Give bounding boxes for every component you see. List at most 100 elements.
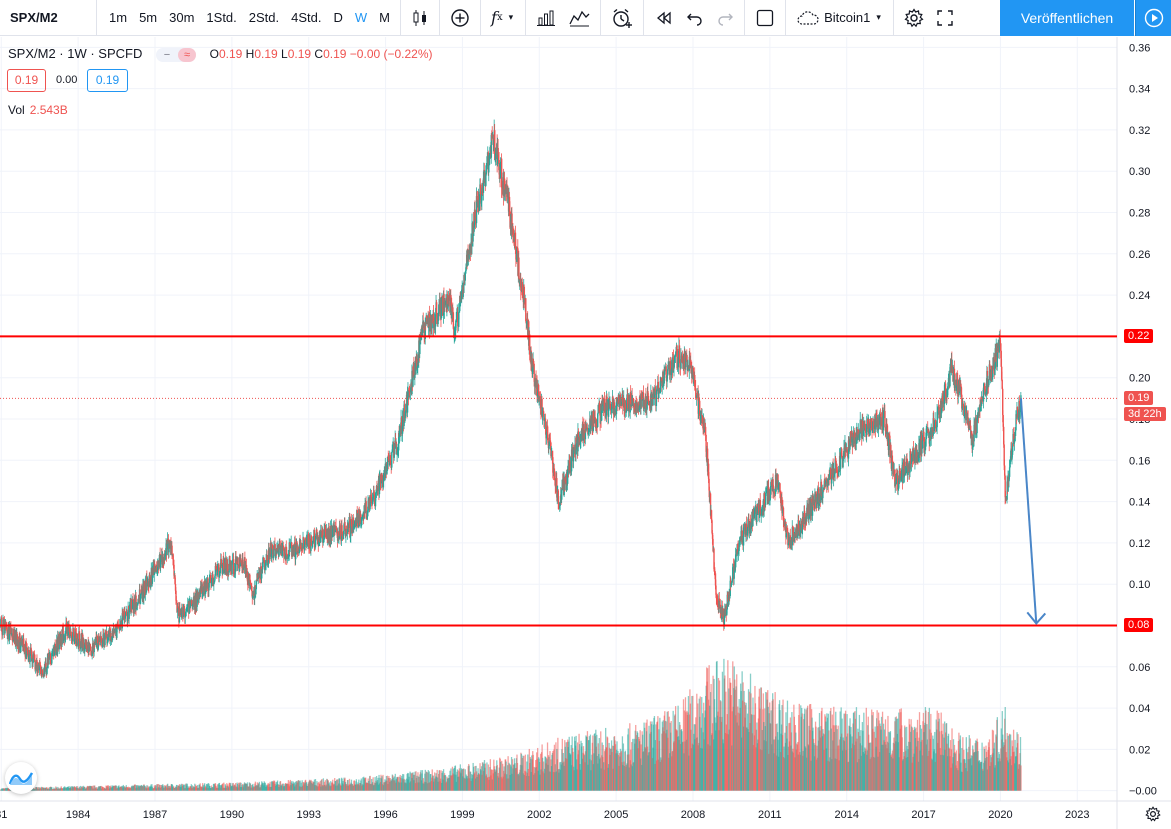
candle-body <box>133 604 135 614</box>
fullscreen-expand-icon[interactable] <box>930 0 960 36</box>
candle-body <box>38 663 41 671</box>
play-icon[interactable] <box>1135 0 1171 36</box>
candle-body <box>512 226 514 238</box>
volume-bar <box>589 734 592 791</box>
candle-body <box>77 638 79 643</box>
candle-body <box>651 395 653 406</box>
volume-bar <box>500 761 502 791</box>
undo-icon[interactable] <box>680 0 710 36</box>
alert-clock-icon[interactable] <box>605 0 639 36</box>
candle-body <box>593 411 595 419</box>
toolbar-divider <box>400 0 402 36</box>
candle-body <box>419 335 421 355</box>
candle-body <box>272 549 274 559</box>
candle-body <box>511 213 513 230</box>
timeframe-30m[interactable]: 30m <box>169 9 195 25</box>
candle-body <box>18 636 21 651</box>
candle-body <box>231 561 233 575</box>
candle-body <box>214 566 217 576</box>
volume-bar <box>316 781 318 791</box>
candle-body <box>500 158 503 188</box>
candle-body <box>30 647 32 651</box>
volume-bar <box>424 769 427 791</box>
layout-cloud-icon[interactable]: Bitcoin1 ▾ <box>790 0 889 36</box>
candle-body <box>691 369 694 379</box>
candle-body <box>591 414 594 430</box>
candle-body <box>348 521 350 528</box>
candle-body <box>615 397 618 415</box>
candle-body <box>10 627 12 636</box>
candle-body <box>337 531 340 539</box>
compare-plus-icon[interactable] <box>444 0 476 36</box>
candle-body <box>220 558 223 566</box>
candle-body <box>4 624 6 634</box>
volume-bar <box>981 742 983 791</box>
timeframe-1m[interactable]: 1m <box>109 9 128 25</box>
timeframe-d[interactable]: D <box>333 9 343 25</box>
candle-body <box>490 135 493 158</box>
volume-bar <box>846 733 849 791</box>
financials-bars-icon[interactable] <box>530 0 562 36</box>
volume-bar <box>988 739 991 791</box>
volume-bar <box>600 731 602 791</box>
volume-bar <box>754 703 757 791</box>
candle-body <box>79 638 81 648</box>
candle-style-icon[interactable] <box>405 0 435 36</box>
candle-body <box>645 396 647 409</box>
volume-bar <box>501 760 503 791</box>
symbol-search[interactable]: SPX/M2 <box>0 0 97 36</box>
volume-bar <box>621 736 624 791</box>
indicators-fx-icon[interactable]: f x ▾ <box>491 8 514 27</box>
candle-body <box>452 312 455 329</box>
timeframe-4h[interactable]: 4Std. <box>291 9 322 25</box>
volume-bar <box>555 742 557 791</box>
timeframe-m[interactable]: M <box>379 9 391 25</box>
volume-bar <box>872 712 874 791</box>
volume-bar <box>321 779 323 791</box>
candle-body <box>692 367 695 383</box>
fullscreen-square-icon[interactable] <box>749 0 781 36</box>
candle-body <box>175 590 177 601</box>
candle-body <box>101 640 104 647</box>
volume-bar <box>1019 737 1022 791</box>
timeframe-5m[interactable]: 5m <box>139 9 158 25</box>
volume-bar <box>394 773 396 791</box>
volume-bar <box>949 740 952 791</box>
candle-body <box>539 396 542 408</box>
volume-bar <box>699 696 701 791</box>
redo-icon[interactable] <box>710 0 740 36</box>
candle-body <box>397 433 400 451</box>
volume-bar <box>727 660 729 791</box>
candle-body <box>529 334 531 355</box>
volume-bar <box>194 783 196 791</box>
timeframe-1h[interactable]: 1Std. <box>206 9 237 25</box>
replay-rewind-icon[interactable] <box>648 0 680 36</box>
toolbar-divider <box>892 0 894 36</box>
volume-bar <box>155 785 157 791</box>
volume-bar <box>993 742 996 791</box>
volume-bar <box>347 779 349 791</box>
timeframe-2h[interactable]: 2Std. <box>248 9 280 25</box>
toolbar-divider <box>785 0 787 36</box>
volume-bar <box>183 784 185 791</box>
volume-bar <box>951 728 953 791</box>
volume-bar <box>629 723 631 791</box>
timeframe-w[interactable]: W <box>354 9 368 25</box>
candle-body <box>261 569 263 579</box>
volume-bar <box>606 737 609 791</box>
volume-bar <box>537 747 539 791</box>
publish-button[interactable]: Veröffentlichen <box>1000 0 1134 36</box>
candle-body <box>69 635 71 638</box>
candle-body <box>427 317 429 328</box>
volume-bar <box>258 781 260 791</box>
settings-gear-icon[interactable] <box>898 0 930 36</box>
candle-body <box>429 317 431 332</box>
candle-body <box>656 388 658 392</box>
candle-body <box>90 646 92 651</box>
candle-body <box>475 196 478 224</box>
candle-body <box>701 415 704 423</box>
top-toolbar: SPX/M2 1m 5m 30m 1Std. 2Std. 4Std. D W M… <box>0 0 1171 36</box>
candle-body <box>626 397 628 412</box>
templates-chart-icon[interactable] <box>562 0 596 36</box>
